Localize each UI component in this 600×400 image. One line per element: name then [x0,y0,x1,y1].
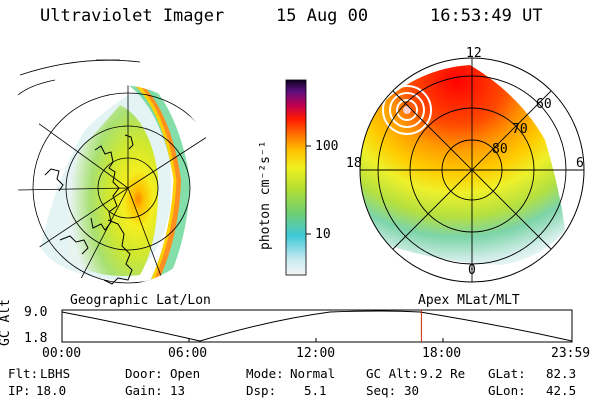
dsp-label: Dsp: [246,383,277,398]
altitude-plot [61,309,573,343]
altitude-tick-1-8: 1.8 [24,331,48,346]
color-scale-bar [285,79,311,276]
glon-label: GLon: [488,383,526,398]
apex-polar-image [359,57,585,283]
left-panel-caption: Geographic Lat/Lon [70,293,211,308]
mlt-label-12: 12 [466,46,482,61]
seq-value: 30 [404,383,420,398]
time-tick-0000: 00:00 [42,346,82,361]
mlt-label-18: 18 [346,156,362,171]
mlt-label-6: 6 [576,156,584,171]
filter-value: LBHS [40,366,71,381]
glon-value: 42.5 [546,383,577,398]
ip-value: 18.0 [36,383,67,398]
colorbar-tick-10: 10 [315,227,331,242]
ip-label: IP: [8,383,31,398]
gain-value: 13 [170,383,186,398]
time-tick-0600: 06:00 [168,346,208,361]
seq-label: Seq: [366,383,397,398]
door-value: Open [170,366,201,381]
altitude-axis-label: GC Alt [0,299,13,346]
time-tick-1200: 12:00 [296,346,336,361]
filter-label: Flt: [8,366,39,381]
gain-label: Gain: [125,383,163,398]
mlat-label-70: 70 [512,122,528,137]
mlt-label-0: 0 [468,263,476,278]
geographic-image [17,59,218,285]
colorbar-unit-label: photon cm⁻²s⁻¹ [258,140,273,250]
altitude-tick-9: 9.0 [24,305,48,320]
mlat-label-80: 80 [492,142,508,157]
right-panel-caption: Apex MLat/MLT [418,293,520,308]
colorbar-tick-100: 100 [315,139,339,154]
gc-alt-label: GC Alt: [366,366,419,381]
header-time: 16:53:49 UT [430,6,543,26]
mode-label: Mode: [246,366,284,381]
mode-value: Normal [290,366,336,381]
glat-value: 82.3 [546,366,577,381]
time-tick-2359: 23:59 [551,346,591,361]
dsp-value: 5.1 [304,383,327,398]
mlat-label-60: 60 [536,97,552,112]
instrument-title: Ultraviolet Imager [40,6,225,26]
door-label: Door: [125,366,163,381]
time-tick-1800: 18:00 [422,346,462,361]
glat-label: GLat: [488,366,526,381]
header-date: 15 Aug 00 [276,6,369,26]
gc-alt-value: 9.2 Re [420,366,466,381]
